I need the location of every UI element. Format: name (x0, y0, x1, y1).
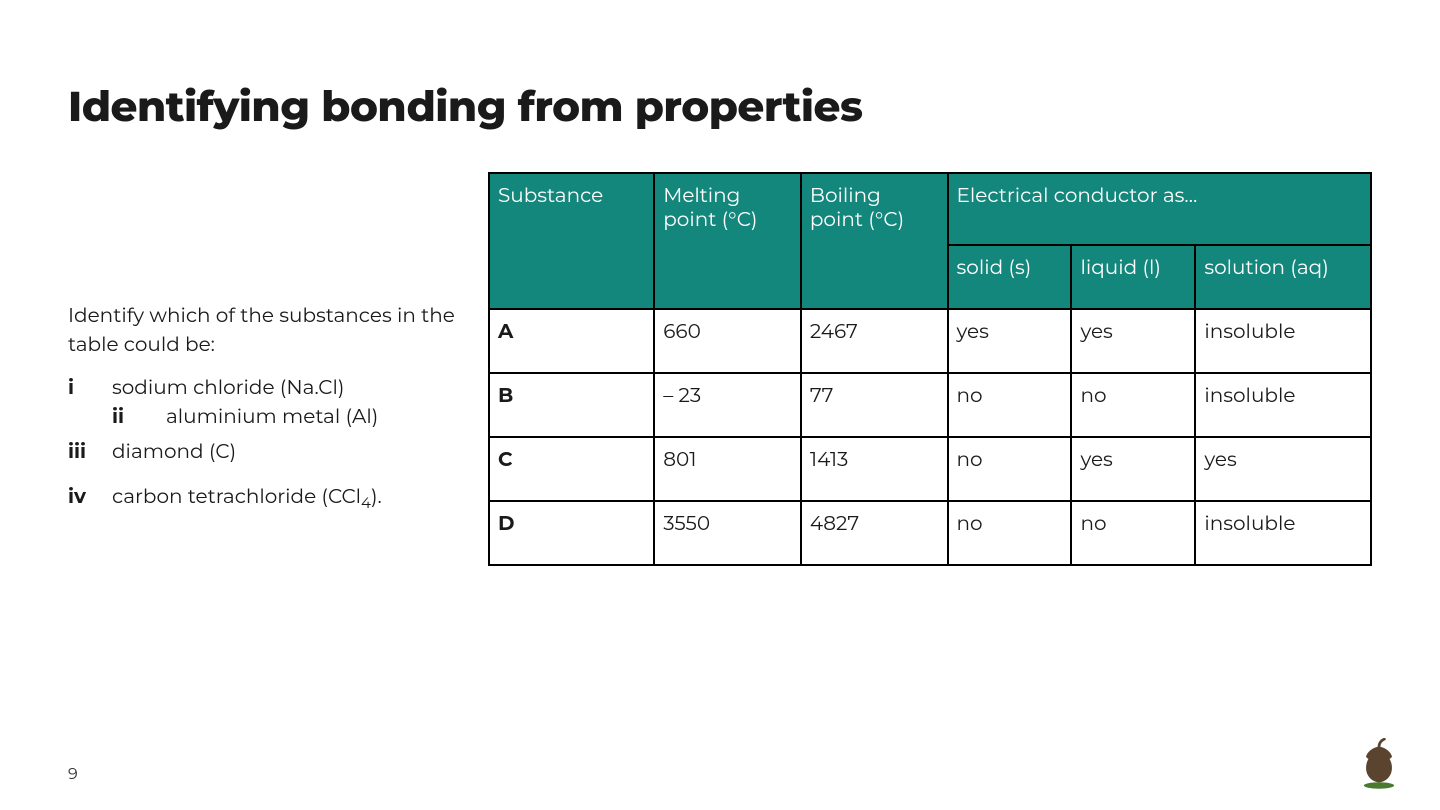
col-solid: solid (s) (948, 245, 1072, 309)
item-marker: iv (68, 483, 112, 514)
item-text: diamond (C) (112, 438, 488, 467)
properties-table: Substance Melting point (°C) Boiling poi… (488, 172, 1372, 566)
cell-boiling: 4827 (801, 501, 948, 565)
list-item: iv carbon tetrachloride (CCl4). (68, 483, 488, 514)
cell-liquid: yes (1071, 437, 1195, 501)
list-item: i sodium chloride (Na.Cl) iialuminium me… (68, 374, 488, 432)
page-number: 9 (68, 765, 78, 784)
cell-melting: 660 (654, 309, 801, 373)
cell-substance: C (489, 437, 654, 501)
list-item: iii diamond (C) (68, 438, 488, 467)
cell-solution: insoluble (1195, 501, 1371, 565)
cell-substance: B (489, 373, 654, 437)
col-boiling: Boiling point (°C) (801, 173, 948, 309)
item-text: sodium chloride (Na.Cl) (112, 376, 344, 400)
cell-solution: insoluble (1195, 373, 1371, 437)
item-text-tail: ). (371, 485, 382, 509)
acorn-logo-icon (1352, 738, 1406, 792)
cell-boiling: 1413 (801, 437, 948, 501)
col-substance: Substance (489, 173, 654, 309)
cell-solid: no (948, 373, 1072, 437)
cell-melting: – 23 (654, 373, 801, 437)
question-panel: Identify which of the substances in the … (68, 172, 488, 566)
cell-solution: insoluble (1195, 309, 1371, 373)
slide-title: Identifying bonding from properties (68, 80, 1372, 132)
item-text: carbon tetrachloride (CCl (112, 485, 361, 509)
cell-boiling: 77 (801, 373, 948, 437)
prompt-text: Identify which of the substances in the … (68, 302, 488, 360)
cell-liquid: no (1071, 501, 1195, 565)
cell-melting: 801 (654, 437, 801, 501)
cell-melting: 3550 (654, 501, 801, 565)
item-text: aluminium metal (Al) (166, 405, 378, 429)
table-row: B– 2377nonoinsoluble (489, 373, 1371, 437)
cell-solid: no (948, 501, 1072, 565)
cell-solid: no (948, 437, 1072, 501)
cell-substance: D (489, 501, 654, 565)
item-marker: ii (112, 403, 166, 432)
cell-boiling: 2467 (801, 309, 948, 373)
item-subscript: 4 (361, 493, 371, 512)
item-marker: iii (68, 438, 112, 467)
table-row: C8011413noyesyes (489, 437, 1371, 501)
cell-substance: A (489, 309, 654, 373)
table-row: A6602467yesyesinsoluble (489, 309, 1371, 373)
cell-solid: yes (948, 309, 1072, 373)
cell-liquid: no (1071, 373, 1195, 437)
table-row: D35504827nonoinsoluble (489, 501, 1371, 565)
item-marker: i (68, 374, 112, 432)
col-conductor-span: Electrical conductor as… (948, 173, 1371, 245)
cell-solution: yes (1195, 437, 1371, 501)
col-solution: solution (aq) (1195, 245, 1371, 309)
col-liquid: liquid (l) (1071, 245, 1195, 309)
col-melting: Melting point (°C) (654, 173, 801, 309)
cell-liquid: yes (1071, 309, 1195, 373)
